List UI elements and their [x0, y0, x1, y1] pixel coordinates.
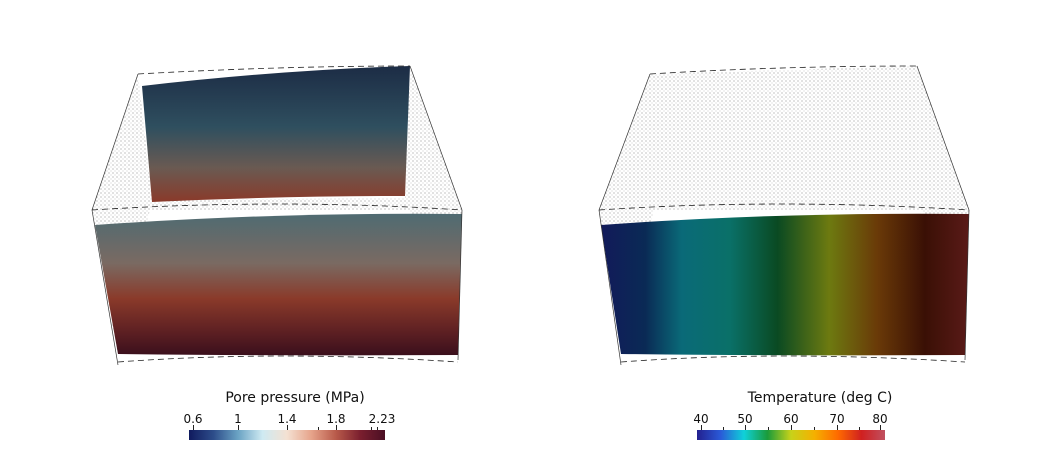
bounding-box-outline — [91, 65, 463, 363]
temperature-tick-label: 50 — [737, 412, 753, 426]
pore-pressure-tick-label: 2.23 — [368, 412, 396, 426]
pore-pressure-colorbar-gradient — [189, 430, 385, 440]
tick-mark — [701, 425, 702, 430]
temperature-tick-label: 80 — [872, 412, 888, 426]
pore-pressure-3d-scene[interactable] — [0, 0, 529, 451]
pore-pressure-tick-label: 1.8 — [326, 412, 346, 426]
tick-mark — [859, 427, 860, 430]
tick-mark — [371, 427, 372, 430]
pore-pressure-back-face — [142, 66, 410, 202]
tick-mark — [837, 425, 838, 430]
tick-mark — [336, 425, 337, 430]
tick-mark — [814, 427, 815, 430]
tick-mark — [723, 427, 724, 430]
tick-mark — [287, 425, 288, 430]
temperature-tick-label: 60 — [783, 412, 799, 426]
tick-mark — [745, 425, 746, 430]
tick-mark — [238, 425, 239, 430]
temperature-colorbar-title: Temperature (deg C) — [747, 390, 893, 406]
mesh-back-top — [650, 66, 919, 200]
temperature-front-face — [601, 213, 969, 356]
tick-mark — [318, 427, 319, 430]
pore-pressure-colorbar-title: Pore pressure (MPa) — [225, 390, 365, 406]
tick-mark — [791, 425, 792, 430]
pore-pressure-viewport[interactable]: Pore pressure (MPa) 0.6 1 1.4 1.8 2.23 — [0, 0, 529, 451]
tick-mark — [768, 427, 769, 430]
temperature-tick-label: 70 — [829, 412, 845, 426]
tick-mark — [193, 425, 194, 430]
tick-mark — [377, 427, 378, 430]
pore-pressure-front-face — [95, 213, 462, 356]
bounding-box-outline — [598, 65, 970, 363]
temperature-colorbar-gradient — [697, 430, 885, 440]
pore-pressure-tick-label: 1.4 — [277, 412, 297, 426]
temperature-3d-scene[interactable] — [529, 0, 1058, 451]
tick-mark — [880, 425, 881, 430]
pore-pressure-tick-label: 0.6 — [183, 412, 203, 426]
pore-pressure-tick-label: 1 — [234, 412, 242, 426]
temperature-tick-label: 40 — [693, 412, 709, 426]
temperature-viewport[interactable]: Temperature (deg C) 40 50 60 70 80 — [529, 0, 1058, 451]
